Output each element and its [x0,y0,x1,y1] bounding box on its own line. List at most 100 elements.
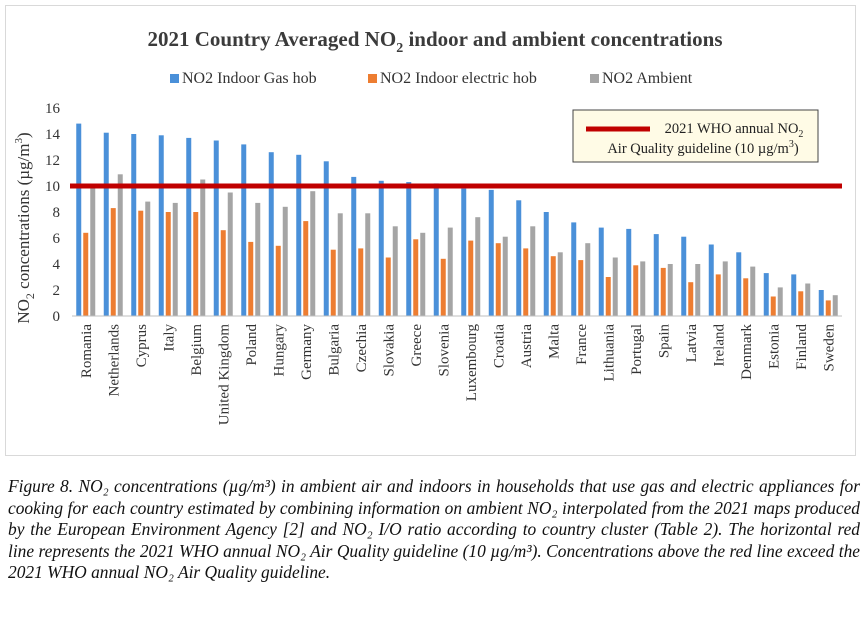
bar [736,252,742,316]
bar [770,296,776,316]
category-labels: Romania Netherlands Cyprus Italy Belgium Unit… [79,324,838,426]
category-label: Poland [244,324,260,366]
category-label: Finland [794,324,810,370]
bar [172,202,178,316]
category-label: Croatia [491,324,507,368]
category-label: Sweden [821,324,837,372]
category-label: Austria [519,324,535,369]
bar [825,300,831,316]
bar [90,186,96,316]
legend: NO2 Indoor Gas hob NO2 Indoor electric ho… [170,70,693,87]
bar [200,179,206,316]
bar [158,135,164,316]
legend-label: NO2 Indoor Gas hob [182,70,317,87]
category-label: United Kingdom [216,324,232,426]
category-label: Greece [409,324,425,367]
bar [433,183,439,316]
bar [626,228,632,316]
category-label: Netherlands [106,324,122,397]
bar [213,140,219,316]
legend-swatch [590,74,599,83]
legend-label: NO2 Indoor electric hob [380,70,537,87]
bar [585,243,591,316]
bar [667,264,673,316]
bar [777,287,783,316]
bar [131,134,137,316]
category-label: Slovakia [381,324,397,377]
chart-title: 2021 Country Averaged NO2 indoor and amb… [148,27,723,56]
legend-label: NO2 Ambient [602,70,693,87]
who-label-line2-end: ) [794,141,799,157]
who-guideline-label-line1: 2021 WHO annual NO2 [665,121,804,140]
y-axis-label-end: ) [14,132,33,138]
bar [578,260,584,316]
bar [763,273,769,316]
y-tick-label: 6 [53,231,61,247]
legend-swatch [170,74,179,83]
chart-title-rest: indoor and ambient concentrations [403,27,722,51]
bar [447,227,453,316]
bar [310,191,316,316]
figure-caption: Figure 8. NO₂ concentrations (µg/m³) in … [8,476,860,582]
bar [633,265,639,316]
bar [660,267,666,316]
bar [103,132,109,316]
bar [145,201,151,316]
bar [351,176,357,316]
bar [241,144,247,316]
bar [530,226,536,316]
category-label: Portugal [629,324,645,375]
bar [330,249,336,316]
bar [743,278,749,316]
bar [750,266,756,316]
y-axis-label-sup: 3 [13,138,25,144]
bar [296,154,302,316]
category-label: Estonia [766,324,782,369]
category-label: Belgium [189,324,205,376]
who-guideline-label-box: 2021 WHO annual NO2 Air Quality guidelin… [572,109,819,163]
bar [385,257,391,316]
bar [798,291,804,316]
y-tick-label: 0 [53,309,61,325]
category-label: Italy [161,324,177,352]
category-label: Slovenia [436,324,452,377]
bar [413,239,419,316]
category-label: Denmark [739,324,755,380]
who-label-line1-sub: 2 [798,129,803,140]
bar [186,137,192,316]
category-label: Malta [546,324,562,359]
bar [392,226,398,316]
category-label: Germany [299,324,315,380]
bar [275,245,281,316]
y-axis-label-rest: concentrations (µg/m [14,144,33,294]
bar [708,244,714,316]
bar [805,283,811,316]
chart-svg: 2021 Country Averaged NO2 indoor and amb… [13,27,842,426]
category-label: Czechia [354,324,370,373]
y-tick-label: 14 [45,127,61,143]
bar [378,180,384,316]
category-label: Spain [656,324,672,359]
category-label: Hungary [271,324,287,377]
who-label-line1-main: 2021 WHO annual NO [665,121,799,137]
bar [248,241,254,316]
category-label: Ireland [711,324,727,367]
y-axis-label-sub: 2 [23,293,37,299]
bar [461,188,467,316]
bar [282,206,288,316]
bar [523,248,529,316]
bar [76,123,82,316]
bar [420,232,426,316]
bar [220,230,226,316]
bar [791,274,797,316]
chart-title-sub: 2 [396,41,403,56]
bar [255,202,261,316]
y-tick-label: 2 [53,283,61,299]
who-label-line2-main: Air Quality guideline (10 µg/m [607,141,789,157]
bar [605,277,611,316]
bar [475,217,481,316]
category-label: France [574,324,590,365]
bar [598,227,604,316]
who-label-line2-sup: 3 [789,139,794,150]
bar [165,212,171,316]
